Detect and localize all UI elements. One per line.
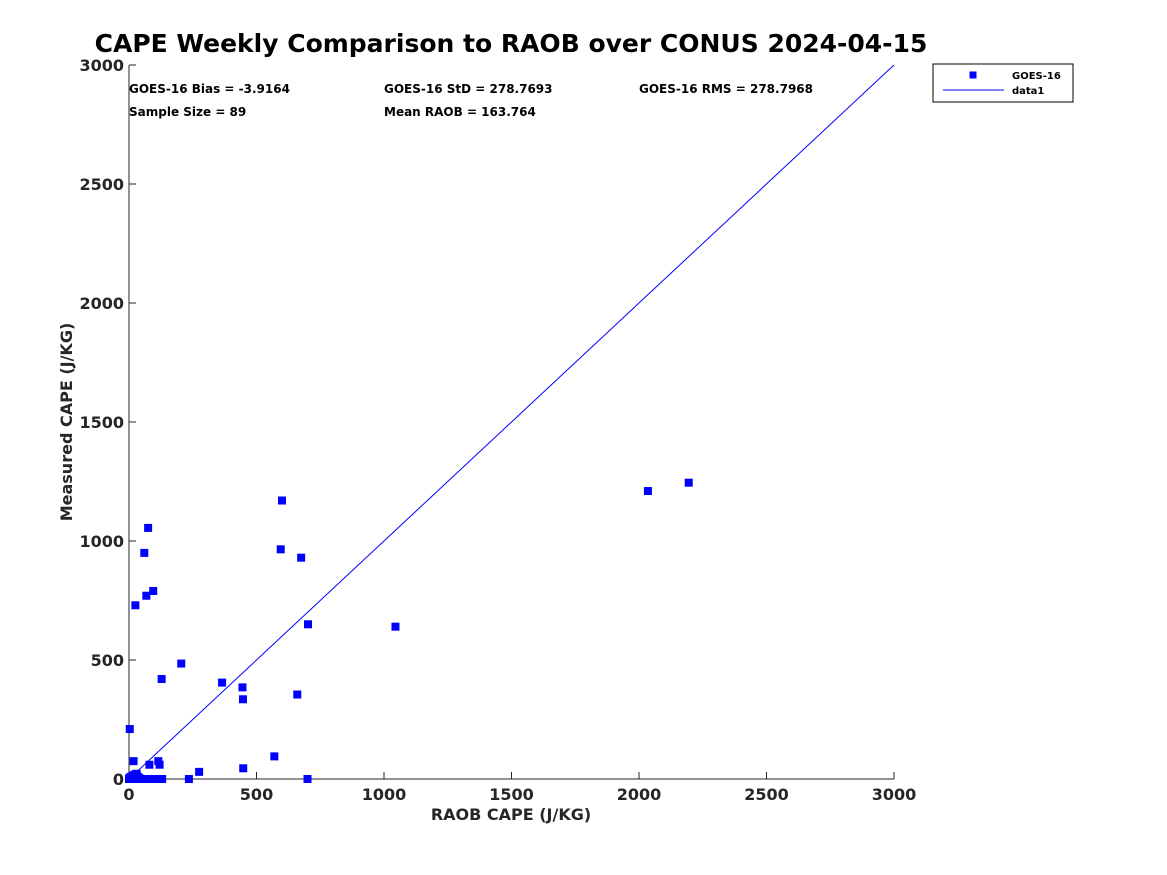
data-point	[135, 774, 144, 783]
data-point	[157, 675, 166, 684]
y-tick-label: 1500	[79, 413, 124, 432]
legend-box	[932, 63, 1074, 103]
stat-rms: GOES-16 RMS = 278.7968	[639, 82, 813, 96]
x-axis-label: RAOB CAPE (J/KG)	[431, 805, 591, 824]
data-point	[238, 683, 247, 692]
data-point	[303, 775, 312, 783]
stat-sample-size: Sample Size = 89	[129, 105, 246, 119]
data-point	[293, 690, 302, 699]
data-point	[684, 478, 693, 487]
data-point	[145, 760, 154, 769]
y-tick-label: 0	[113, 770, 124, 789]
stat-bias: GOES-16 Bias = -3.9164	[129, 82, 290, 96]
data-point	[195, 767, 204, 776]
data-point	[125, 725, 134, 734]
y-tick-label: 3000	[79, 56, 124, 75]
stat-mean-raob: Mean RAOB = 163.764	[384, 105, 536, 119]
series-line-data1	[128, 64, 895, 780]
stat-std: GOES-16 StD = 278.7693	[384, 82, 553, 96]
x-tick-label: 2500	[744, 785, 789, 804]
data-point	[239, 764, 248, 773]
data-marks	[125, 64, 895, 783]
data-point	[131, 601, 140, 610]
data-point	[177, 659, 186, 668]
data-point	[391, 622, 400, 631]
data-point	[643, 487, 652, 496]
data-point	[304, 620, 313, 629]
data-point	[218, 678, 227, 687]
y-tick-label: 2500	[79, 175, 124, 194]
x-tick-label: 3000	[872, 785, 917, 804]
x-tick-label: 2000	[617, 785, 662, 804]
x-tick-label: 1000	[362, 785, 407, 804]
x-tick-label: 0	[123, 785, 134, 804]
axis-ticks: 0 500 1000 1500 2000 2500 3000 0 500 1000 1500 2000…	[79, 56, 916, 804]
data-point	[297, 553, 306, 562]
data-point	[238, 695, 247, 704]
data-point	[149, 586, 158, 595]
data-point	[155, 760, 164, 769]
data-point	[278, 496, 286, 505]
legend-label-data1: data1	[1012, 86, 1044, 97]
stats-annotations: GOES-16 Bias = -3.9164 GOES-16 StD = 278…	[129, 82, 813, 119]
y-tick-label: 500	[91, 651, 124, 670]
data-point	[140, 548, 149, 557]
plot-area: 0 500 1000 1500 2000 2500 3000 0 500 1000 1500 2000…	[79, 56, 916, 804]
data-point	[184, 775, 193, 783]
data-point	[158, 775, 167, 783]
legend: GOES-16 data1	[932, 63, 1074, 103]
y-tick-label: 1000	[79, 532, 124, 551]
y-axis-label: Measured CAPE (J/KG)	[57, 323, 76, 522]
data-point	[276, 545, 285, 554]
data-point	[142, 591, 151, 600]
legend-marker-goes16	[969, 71, 977, 79]
chart-title: CAPE Weekly Comparison to RAOB over CONU…	[95, 29, 928, 58]
x-tick-label: 1500	[489, 785, 534, 804]
data-point	[129, 757, 138, 766]
y-tick-label: 2000	[79, 294, 124, 313]
data-point	[270, 752, 279, 761]
x-tick-label: 500	[240, 785, 273, 804]
data-point	[144, 523, 153, 532]
legend-label-goes16: GOES-16	[1012, 71, 1061, 82]
